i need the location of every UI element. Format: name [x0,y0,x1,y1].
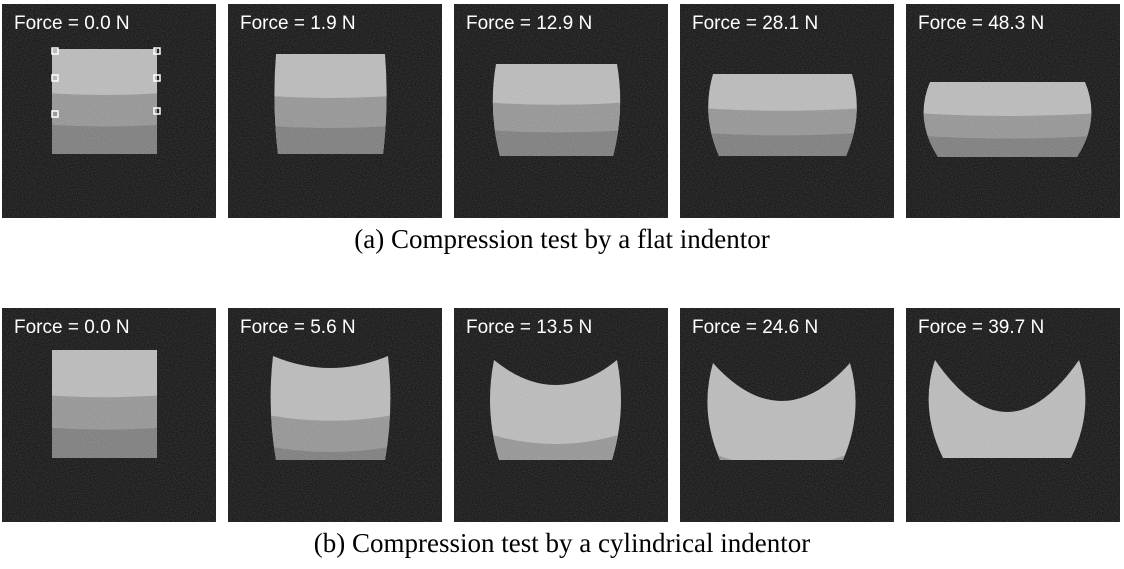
panel-label: Force = 0.0 N [14,317,130,338]
panel: Force = 13.5 N [454,308,668,522]
marker [51,47,59,55]
panel: Force = 48.3 N [906,4,1120,218]
panel-label: Force = 28.1 N [692,13,818,34]
panel-label: Force = 5.6 N [240,317,356,338]
panel: Force = 24.6 N [680,308,894,522]
panel: Force = 12.9 N [454,4,668,218]
marker [51,74,59,82]
noise [680,308,894,522]
noise [906,4,1120,218]
panel-label: Force = 12.9 N [466,13,592,34]
marker [153,74,161,82]
panel-label: Force = 0.0 N [14,13,130,34]
panel-label: Force = 1.9 N [240,13,356,34]
panel-label: Force = 39.7 N [918,317,1044,338]
caption: (a) Compression test by a flat indentor [354,224,769,254]
noise [228,308,442,522]
panel: Force = 28.1 N [680,4,894,218]
panel: Force = 1.9 N [228,4,442,218]
marker [153,47,161,55]
marker [51,110,59,118]
noise [2,308,216,522]
panel-label: Force = 13.5 N [466,317,592,338]
panel: Force = 39.7 N [906,308,1120,522]
panel-label: Force = 48.3 N [918,13,1044,34]
noise [454,308,668,522]
noise [680,4,894,218]
panel: Force = 0.0 N [2,308,216,522]
panel: Force = 5.6 N [228,308,442,522]
noise [454,4,668,218]
noise [2,4,216,218]
panel-label: Force = 24.6 N [692,317,818,338]
noise [906,308,1120,522]
caption: (b) Compression test by a cylindrical in… [314,528,810,558]
panel: Force = 0.0 N [2,4,216,218]
noise [228,4,442,218]
marker [153,107,161,115]
